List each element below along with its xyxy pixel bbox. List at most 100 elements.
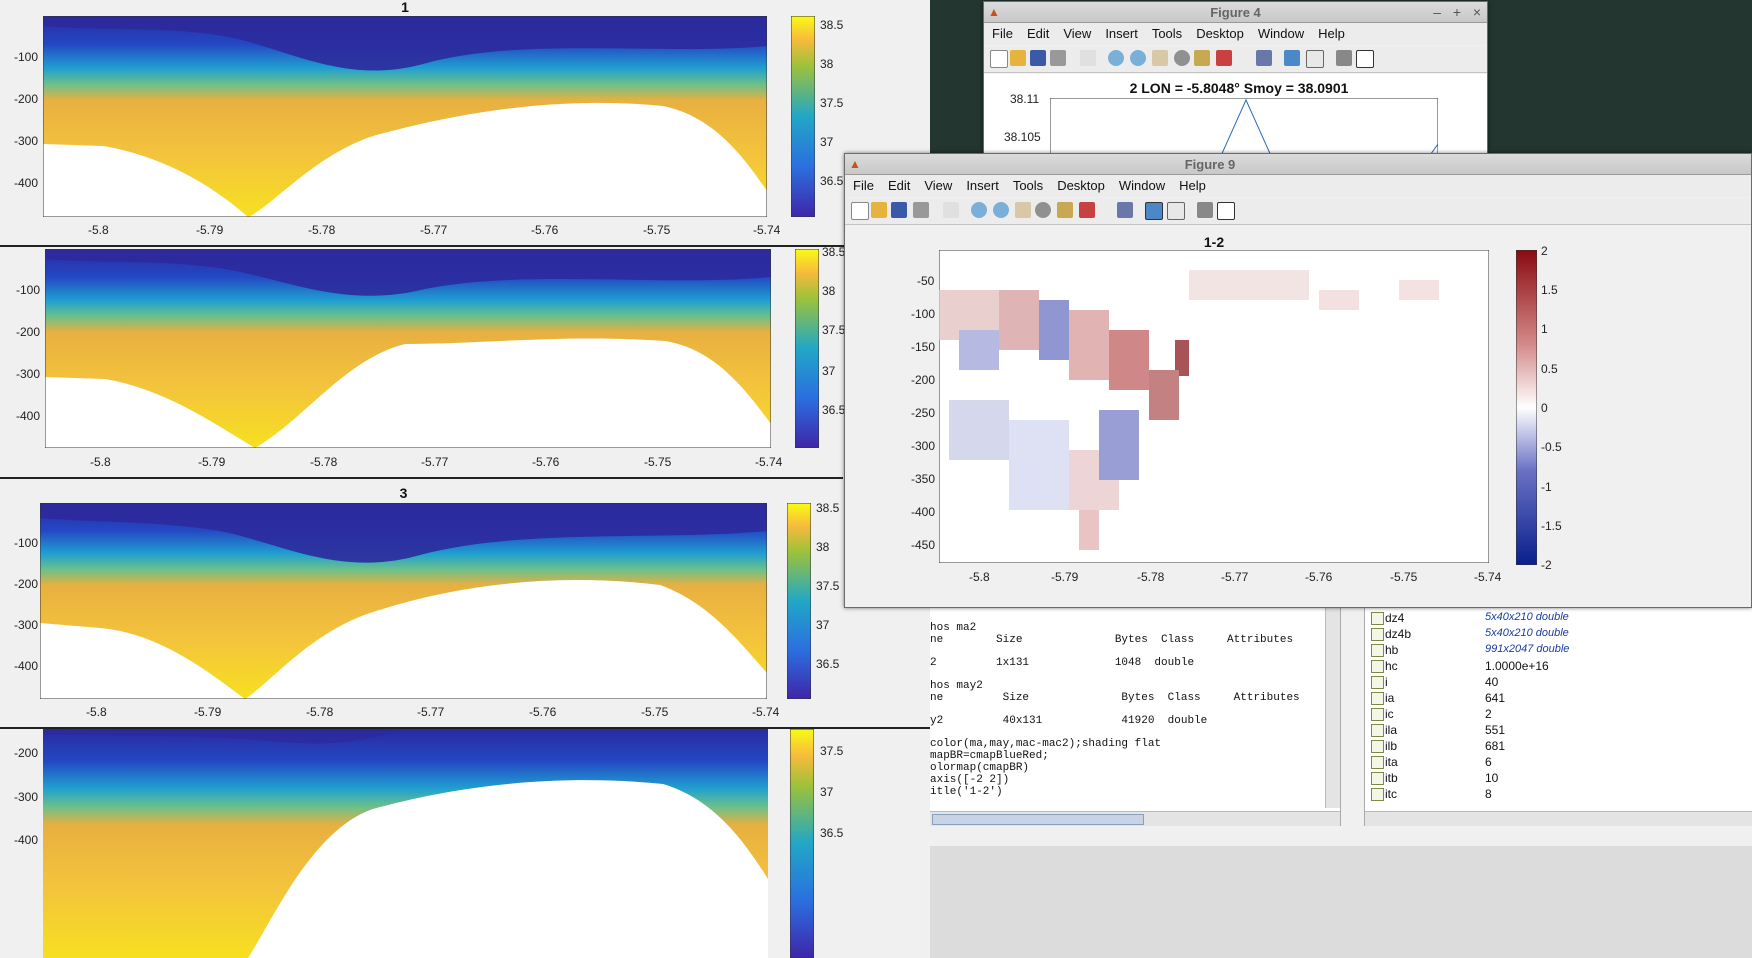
zoom-out-icon[interactable] bbox=[993, 202, 1009, 218]
colorbar[interactable] bbox=[795, 249, 819, 448]
line-plot[interactable] bbox=[1050, 98, 1438, 157]
pointer-icon[interactable] bbox=[943, 202, 959, 218]
y-tick: -150 bbox=[911, 340, 936, 354]
save-icon[interactable] bbox=[891, 202, 907, 218]
cbar-tick: 1.5 bbox=[1541, 283, 1558, 297]
y-tick: -300 bbox=[911, 439, 936, 453]
variable-icon bbox=[1371, 676, 1384, 689]
x-tick: -5.74 bbox=[753, 223, 781, 237]
title-bar[interactable]: ▲ Figure 9 bbox=[845, 154, 1751, 175]
legend-icon[interactable] bbox=[1167, 202, 1185, 220]
link-icon[interactable] bbox=[1256, 50, 1272, 66]
y-tick: -200 bbox=[14, 746, 39, 760]
rotate-icon[interactable] bbox=[1035, 202, 1051, 218]
workspace-panel[interactable]: dz4 5x40x210 double dz4b 5x40x210 double h… bbox=[1364, 608, 1752, 826]
difference-section[interactable] bbox=[939, 250, 1489, 563]
zoom-out-icon[interactable] bbox=[1130, 50, 1146, 66]
scrollbar-thumb[interactable] bbox=[932, 814, 1144, 825]
menu-window[interactable]: Window bbox=[1118, 178, 1166, 193]
pan-icon[interactable] bbox=[1152, 50, 1168, 66]
colorbar-icon[interactable] bbox=[1145, 202, 1163, 220]
vertical-scrollbar[interactable] bbox=[1325, 608, 1340, 808]
close-button[interactable]: × bbox=[1472, 4, 1481, 20]
colorbar[interactable] bbox=[791, 16, 815, 217]
workspace-row[interactable]: hb 991x2047 double bbox=[1365, 642, 1752, 658]
workspace-row[interactable]: dz4 5x40x210 double bbox=[1365, 610, 1752, 626]
cbar-tick: 37.5 bbox=[822, 323, 846, 337]
brush-icon[interactable] bbox=[1079, 202, 1095, 218]
rotate-icon[interactable] bbox=[1174, 50, 1190, 66]
command-window[interactable]: hos ma2 ne Size Bytes Class Attributes 2… bbox=[930, 608, 1341, 826]
menu-insert[interactable]: Insert bbox=[966, 178, 999, 193]
link-icon[interactable] bbox=[1117, 202, 1133, 218]
salinity-section[interactable] bbox=[43, 729, 768, 958]
workspace-row[interactable]: i 40 bbox=[1365, 674, 1752, 690]
y-tick: -400 bbox=[911, 505, 936, 519]
menu-tools[interactable]: Tools bbox=[1012, 178, 1044, 193]
variable-icon bbox=[1371, 612, 1384, 625]
print-icon[interactable] bbox=[1050, 50, 1066, 66]
workspace-row[interactable]: hc 1.0000e+16 bbox=[1365, 658, 1752, 674]
new-figure-icon[interactable] bbox=[851, 202, 869, 220]
salinity-section[interactable] bbox=[43, 16, 767, 217]
menu-file[interactable]: File bbox=[853, 178, 874, 193]
open-icon[interactable] bbox=[871, 202, 887, 218]
legend-icon[interactable] bbox=[1306, 50, 1324, 68]
horizontal-scrollbar[interactable] bbox=[1365, 811, 1752, 826]
show-plottools-icon[interactable] bbox=[1356, 50, 1374, 68]
y-tick: -200 bbox=[911, 373, 936, 387]
workspace-row[interactable]: itb 10 bbox=[1365, 770, 1752, 786]
pointer-icon[interactable] bbox=[1080, 50, 1096, 66]
colorbar[interactable] bbox=[1516, 250, 1537, 565]
colorbar-icon[interactable] bbox=[1284, 50, 1300, 66]
salinity-section[interactable] bbox=[45, 249, 771, 448]
menu-desktop[interactable]: Desktop bbox=[1057, 178, 1105, 193]
workspace-row[interactable]: itc 8 bbox=[1365, 786, 1752, 802]
zoom-in-icon[interactable] bbox=[971, 202, 987, 218]
menu-window[interactable]: Window bbox=[1257, 26, 1305, 41]
menu-view[interactable]: View bbox=[1063, 26, 1092, 41]
title-bar[interactable]: ▲ Figure 4 – + × bbox=[984, 2, 1487, 23]
cbar-tick: 36.5 bbox=[816, 657, 840, 671]
maximize-button[interactable]: + bbox=[1452, 4, 1461, 20]
colorbar[interactable] bbox=[790, 729, 814, 958]
zoom-in-icon[interactable] bbox=[1108, 50, 1124, 66]
x-tick: -5.77 bbox=[421, 455, 449, 469]
figure4-window[interactable]: ▲ Figure 4 – + × File Edit View Insert Tools… bbox=[983, 1, 1488, 157]
menu-desktop[interactable]: Desktop bbox=[1196, 26, 1244, 41]
cbar-tick: 38 bbox=[820, 57, 834, 71]
x-tick: -5.76 bbox=[532, 455, 560, 469]
workspace-row[interactable]: ila 551 bbox=[1365, 722, 1752, 738]
menu-insert[interactable]: Insert bbox=[1105, 26, 1138, 41]
datacursor-icon[interactable] bbox=[1194, 50, 1210, 66]
save-icon[interactable] bbox=[1030, 50, 1046, 66]
command-line: olormap(cmapBR) bbox=[930, 762, 1030, 774]
workspace-row[interactable]: ita 6 bbox=[1365, 754, 1752, 770]
brush-icon[interactable] bbox=[1216, 50, 1232, 66]
salinity-section[interactable] bbox=[40, 503, 767, 699]
pan-icon[interactable] bbox=[1015, 202, 1031, 218]
menu-edit[interactable]: Edit bbox=[887, 178, 911, 193]
menu-help[interactable]: Help bbox=[1179, 178, 1206, 193]
hide-plottools-icon[interactable] bbox=[1336, 50, 1352, 66]
workspace-row[interactable]: dz4b 5x40x210 double bbox=[1365, 626, 1752, 642]
print-icon[interactable] bbox=[913, 202, 929, 218]
y-tick: -300 bbox=[14, 790, 39, 804]
datacursor-icon[interactable] bbox=[1057, 202, 1073, 218]
hide-plottools-icon[interactable] bbox=[1197, 202, 1213, 218]
figure9-window[interactable]: ▲ Figure 9 File Edit View Insert Tools Deskto… bbox=[844, 153, 1752, 608]
workspace-row[interactable]: ilb 681 bbox=[1365, 738, 1752, 754]
open-icon[interactable] bbox=[1010, 50, 1026, 66]
show-plottools-icon[interactable] bbox=[1217, 202, 1235, 220]
colorbar[interactable] bbox=[787, 503, 811, 699]
menu-view[interactable]: View bbox=[924, 178, 953, 193]
menu-edit[interactable]: Edit bbox=[1026, 26, 1050, 41]
menu-file[interactable]: File bbox=[992, 26, 1013, 41]
minimize-button[interactable]: – bbox=[1433, 4, 1441, 20]
workspace-row[interactable]: ia 641 bbox=[1365, 690, 1752, 706]
menu-tools[interactable]: Tools bbox=[1151, 26, 1183, 41]
menu-help[interactable]: Help bbox=[1318, 26, 1345, 41]
horizontal-scrollbar[interactable] bbox=[930, 811, 1340, 826]
new-figure-icon[interactable] bbox=[990, 50, 1008, 68]
workspace-row[interactable]: ic 2 bbox=[1365, 706, 1752, 722]
